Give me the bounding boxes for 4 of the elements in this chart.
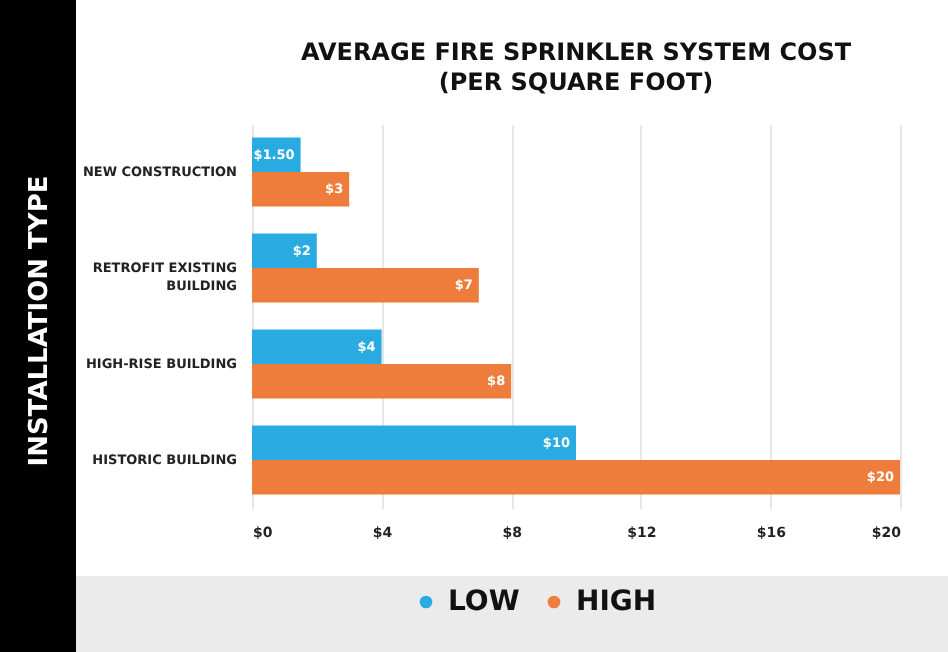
legend-label: HIGH	[576, 586, 657, 618]
chart-title: AVERAGE FIRE SPRINKLER SYSTEM COST (PER SQUARE FOOT)	[300, 38, 853, 96]
y-axis-title: INSTALLATION TYPE	[25, 175, 55, 467]
legend-label: LOW	[448, 586, 520, 618]
